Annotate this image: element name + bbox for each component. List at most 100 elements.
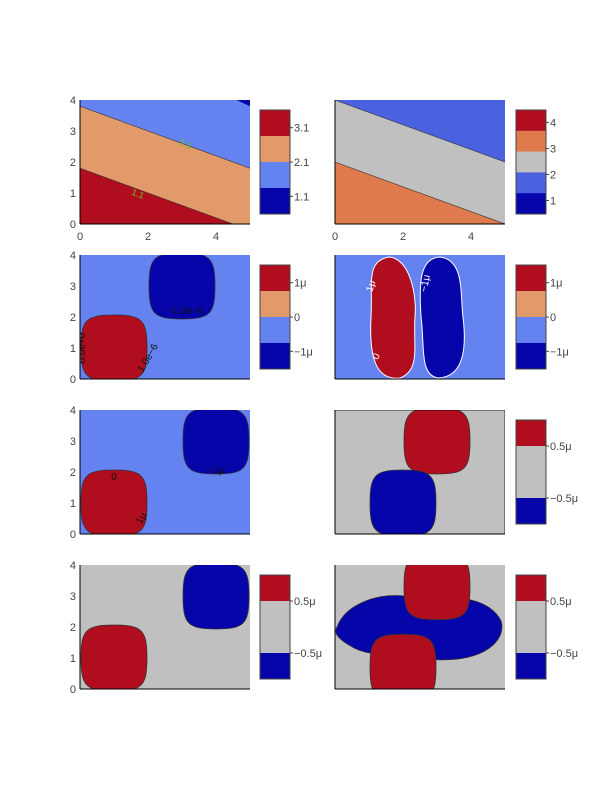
- positive-lobe: [370, 256, 416, 379]
- contour-panel-7: [80, 565, 250, 689]
- colorbar-segment: [516, 130, 546, 153]
- colorbar-tick-label: 1: [550, 195, 556, 207]
- colorbar: 0.5μ −0.5μ: [515, 574, 578, 680]
- colorbar-tick-label: −0.5μ: [294, 648, 322, 660]
- colorbar-tick-label: 2.1: [294, 157, 309, 169]
- x-tick-label: 0: [77, 231, 83, 243]
- y-tick-label: 4: [70, 250, 76, 262]
- positive-blob: [80, 469, 148, 534]
- colorbar-tick-label: 0: [550, 312, 556, 324]
- colorbar: 4 3 2 1: [515, 109, 556, 215]
- colorbar: 1μ 0 −1μ: [259, 264, 313, 370]
- contour-line: [335, 100, 505, 163]
- contour-label: 0.0e+0: [77, 332, 88, 363]
- colorbar: 1μ 0 −1μ: [515, 264, 569, 370]
- colorbar-tick-label: 3.1: [294, 123, 309, 135]
- contour-panel-1: 2.1 1.1: [80, 100, 250, 224]
- contour-background: [335, 255, 505, 379]
- x-tick-label: 0: [332, 231, 338, 243]
- positive-blob: [403, 565, 471, 621]
- positive-blob: [80, 624, 148, 689]
- positive-blob: [403, 410, 471, 475]
- colorbar: 0.5μ −0.5μ: [259, 574, 322, 680]
- colorbar-frame: [515, 109, 547, 215]
- colorbar-segment: [516, 627, 546, 654]
- colorbar-tick-label: 2: [550, 169, 556, 181]
- colorbar-tick-label: −0.5μ: [550, 493, 578, 505]
- y-tick-label: 1: [70, 498, 76, 510]
- contour-line: [80, 167, 234, 224]
- negative-blob: [182, 565, 250, 630]
- contour-label: −1μ: [419, 274, 433, 293]
- positive-blob: [369, 633, 437, 689]
- y-tick-label: 0: [70, 219, 76, 231]
- colorbar-frame: [515, 574, 547, 680]
- contour-band: [80, 168, 250, 224]
- contour-label: 1μ: [134, 511, 149, 527]
- y-tick-label: 0: [70, 684, 76, 696]
- contour-panel-3: −1.0e−60.0e+0 1.0e−6: [77, 255, 250, 379]
- colorbar-tick-label: 0: [294, 312, 300, 324]
- contour-panel-4: 1μ −1μ 0: [335, 255, 505, 379]
- negative-blob: [369, 469, 437, 534]
- colorbar-segment: [516, 193, 546, 215]
- y-tick-label: 0: [70, 374, 76, 386]
- colorbar-segment: [260, 317, 290, 344]
- colorbar-tick-label: 3: [550, 143, 556, 155]
- contour-label: 0: [111, 472, 117, 483]
- colorbar-tick-label: −1μ: [550, 346, 569, 358]
- colorbar-frame: [515, 419, 547, 525]
- colorbar-segment: [516, 317, 546, 344]
- positive-blob: [80, 314, 148, 379]
- colorbar-segment: [260, 265, 290, 292]
- colorbar-segment: [516, 265, 546, 292]
- colorbar-tick-label: 0.5μ: [294, 596, 316, 608]
- y-tick-label: 3: [70, 126, 76, 138]
- colorbar-segment: [516, 446, 546, 473]
- colorbar-segment: [516, 291, 546, 318]
- contour-label: 1.1: [130, 187, 145, 201]
- x-tick-label: 2: [400, 231, 406, 243]
- colorbar-segment: [260, 653, 290, 680]
- contour-panel-2: [335, 100, 505, 224]
- colorbar-tick-label: 0.5μ: [550, 441, 572, 453]
- contour-label: 2.1: [178, 137, 193, 151]
- contour-line: [335, 161, 505, 224]
- y-tick-label: 2: [70, 157, 76, 169]
- contour-label: 0: [371, 351, 384, 362]
- negative-blob: [182, 410, 250, 475]
- colorbar-tick-label: 0.5μ: [550, 596, 572, 608]
- contour-panel-5: 0 −1μ 1μ: [80, 410, 250, 534]
- y-tick-label: 0: [70, 529, 76, 541]
- colorbar-segment: [260, 110, 290, 137]
- y-tick-label: 3: [70, 591, 76, 603]
- colorbar-segment: [516, 420, 546, 447]
- colorbar-segment: [516, 498, 546, 525]
- colorbar-segment: [260, 136, 290, 163]
- y-tick-label: 2: [70, 312, 76, 324]
- y-tick-label: 2: [70, 467, 76, 479]
- colorbar-frame: [259, 574, 291, 680]
- contour-line: [80, 105, 250, 169]
- colorbar: 3.1 2.1 1.1: [259, 109, 309, 215]
- colorbar-tick-label: 1.1: [294, 191, 309, 203]
- contour-band: [236, 100, 250, 107]
- colorbar-tick-label: −0.5μ: [550, 648, 578, 660]
- negative-blob: [148, 255, 216, 320]
- y-tick-label: 4: [70, 560, 76, 572]
- x-tick-label: 4: [213, 231, 219, 243]
- colorbar-tick-label: −1μ: [294, 346, 313, 358]
- colorbar-segment: [260, 291, 290, 318]
- colorbar-segment: [260, 601, 290, 628]
- y-tick-label: 4: [70, 95, 76, 107]
- colorbar-segment: [516, 601, 546, 628]
- colorbar-segment: [516, 653, 546, 680]
- colorbar-tick-label: 1μ: [294, 278, 306, 290]
- colorbar-segment: [516, 343, 546, 370]
- colorbar-tick-label: 1μ: [550, 278, 562, 290]
- colorbar-segment: [260, 575, 290, 602]
- colorbar-segment: [516, 472, 546, 499]
- y-tick-label: 2: [70, 622, 76, 634]
- colorbar-segment: [260, 627, 290, 654]
